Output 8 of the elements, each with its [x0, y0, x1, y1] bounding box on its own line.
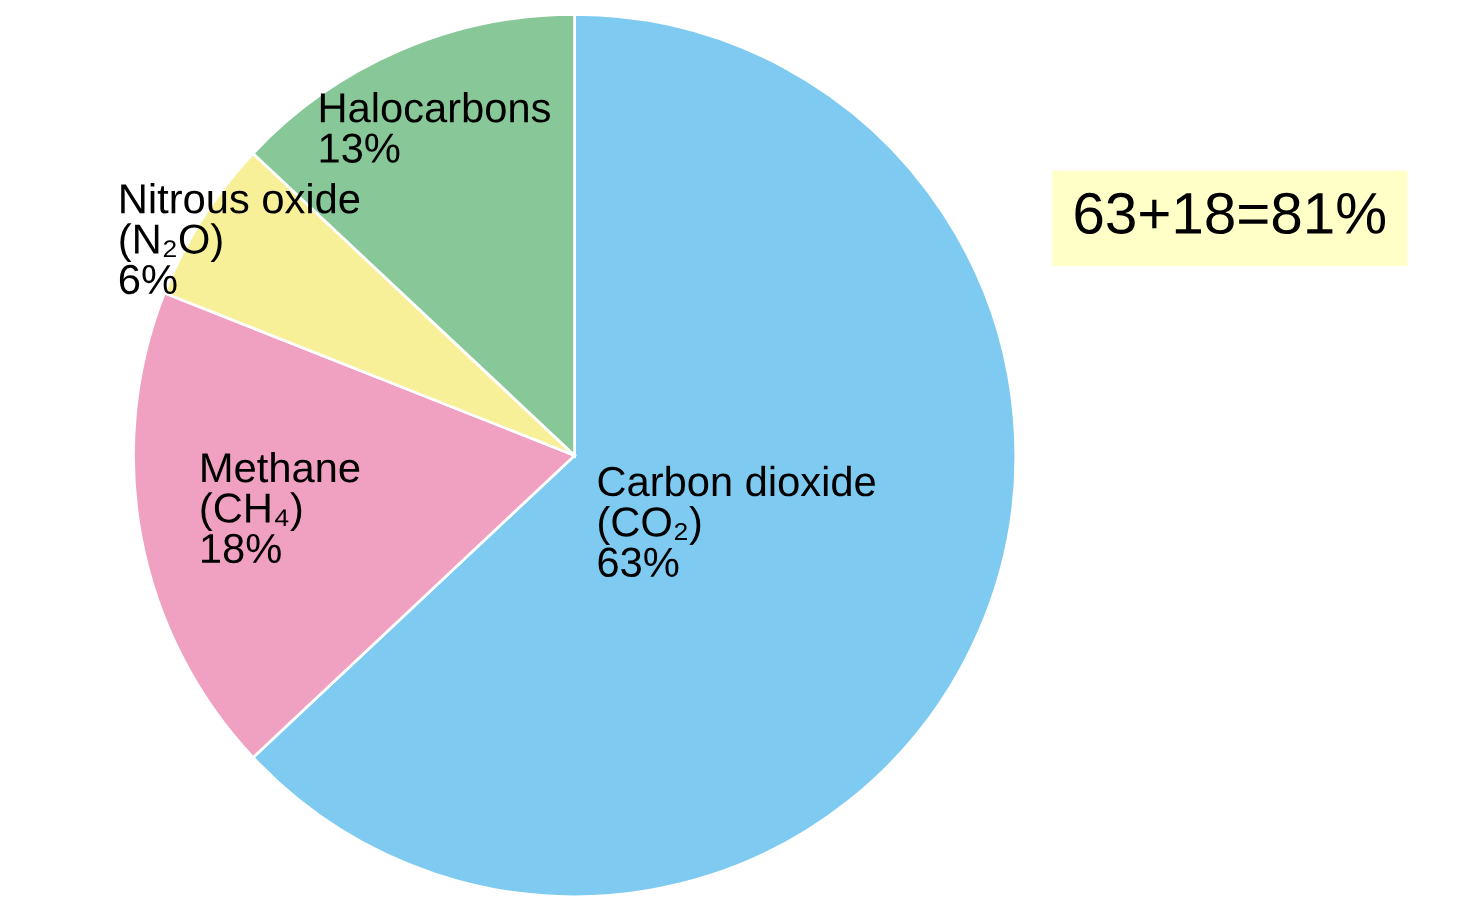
data-label: 18% — [202, 533, 281, 564]
text: 63+18=81% — [1075, 192, 1386, 235]
slice-label: Carbon dioxide (CO₂) — [598, 465, 875, 545]
data-label: 63% — [598, 547, 679, 578]
data-label: 6% — [119, 264, 177, 295]
slice-label: Methane (CH₄) — [201, 451, 360, 532]
data-label: 13% — [320, 133, 400, 163]
slice-label: Halocarbons — [320, 91, 550, 123]
